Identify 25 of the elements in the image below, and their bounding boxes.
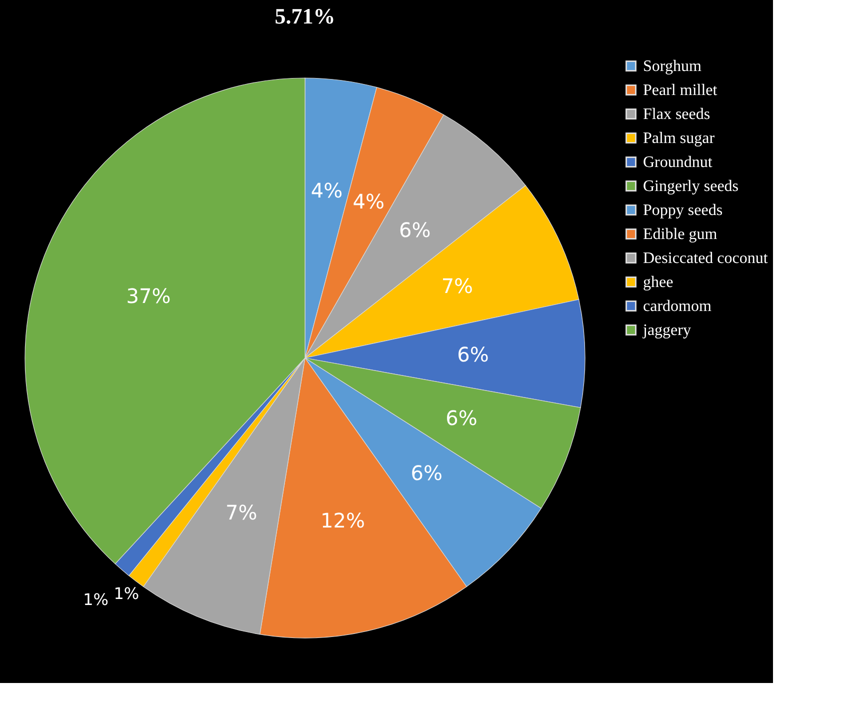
legend-label: Sorghum (643, 58, 702, 75)
legend-label: Edible gum (643, 226, 718, 243)
legend-label: Pearl millet (643, 82, 718, 99)
data-label: 37% (126, 284, 171, 308)
data-label: 6% (398, 218, 431, 242)
data-label: 6% (457, 342, 489, 366)
data-label: 1% (114, 584, 140, 604)
legend-label: Gingerly seeds (643, 178, 739, 195)
data-label: 12% (320, 508, 365, 533)
legend-label: Poppy seeds (643, 202, 723, 219)
data-label: 1% (83, 590, 108, 610)
legend-label: Desiccated coconut (643, 250, 768, 267)
data-label: 4% (352, 190, 385, 214)
legend-label: Palm sugar (643, 130, 716, 147)
data-label: 7% (225, 500, 258, 524)
data-label: 7% (441, 274, 474, 298)
legend-label: jaggery (642, 322, 691, 339)
chart-title: 5.71% (274, 4, 336, 29)
legend-label: cardomom (643, 298, 712, 315)
legend-label: ghee (643, 274, 674, 291)
data-label: 6% (446, 406, 478, 430)
legend-label: Groundnut (643, 154, 713, 171)
legend-label: Flax seeds (643, 106, 710, 123)
data-label: 6% (410, 460, 443, 485)
data-label: 4% (310, 178, 343, 202)
